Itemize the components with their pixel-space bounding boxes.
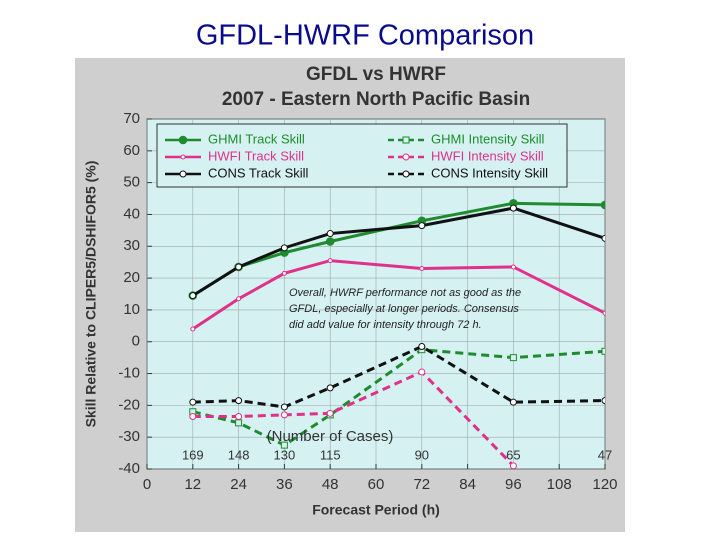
- y-tick-label: -10: [118, 365, 140, 382]
- marker: [189, 413, 197, 420]
- legend-label: GHMI Intensity Skill: [431, 131, 545, 146]
- marker: [510, 264, 516, 270]
- overlay: GHMI Track Skill HWFI Track Skill CONS Tra…: [156, 123, 612, 462]
- marker: [601, 347, 605, 355]
- slide-title: GFDL-HWRF Comparison: [196, 20, 534, 52]
- marker: [601, 397, 605, 405]
- y-tick-label: 70: [123, 110, 140, 127]
- marker: [189, 292, 197, 300]
- case-count: 65: [506, 447, 520, 462]
- case-count: 115: [320, 447, 341, 462]
- marker: [326, 384, 334, 392]
- marker: [190, 326, 196, 332]
- x-tick-label: 72: [413, 476, 430, 493]
- marker: [418, 343, 426, 350]
- marker: [236, 296, 242, 302]
- marker: [600, 200, 605, 210]
- y-tick-label: 20: [123, 269, 140, 286]
- legend-box: [156, 123, 568, 188]
- case-count: 148: [228, 447, 250, 462]
- case-count: 90: [415, 447, 429, 462]
- legend-label: CONS Track Skill: [208, 165, 309, 180]
- x-tick-label: 84: [459, 476, 476, 493]
- x-tick-label: 96: [505, 476, 522, 493]
- y-tick-label: -40: [118, 460, 140, 477]
- marker: [509, 354, 517, 362]
- marker: [180, 154, 186, 160]
- marker: [509, 462, 517, 469]
- marker: [280, 244, 288, 252]
- y-tick-label: 50: [123, 174, 140, 191]
- marker: [509, 204, 517, 212]
- legend-label: GHMI Track Skill: [208, 131, 305, 146]
- marker: [280, 441, 288, 449]
- x-tick-label: 24: [230, 476, 247, 493]
- marker: [418, 222, 426, 230]
- marker: [602, 310, 605, 316]
- annotation: GFDL, especially at longer periods. Cons…: [289, 303, 519, 315]
- x-tick-label: 48: [322, 476, 339, 493]
- legend-label: HWFI Track Skill: [208, 148, 304, 163]
- marker: [326, 230, 334, 238]
- x-tick-label: 120: [592, 476, 617, 493]
- marker: [325, 237, 335, 246]
- marker: [235, 419, 243, 427]
- marker: [235, 397, 243, 405]
- marker: [327, 258, 333, 264]
- marker: [402, 136, 410, 144]
- marker: [179, 170, 187, 178]
- legend-label: CONS Intensity Skill: [431, 165, 548, 180]
- y-tick-label: -20: [118, 396, 140, 413]
- marker: [326, 409, 334, 417]
- y-tick-label: 0: [132, 333, 140, 350]
- marker: [280, 403, 288, 411]
- x-tick-label: 108: [547, 476, 572, 493]
- y-tick-label: 60: [123, 142, 140, 159]
- x-tick-label: 12: [184, 476, 201, 493]
- marker: [509, 398, 517, 406]
- y-tick-label: -30: [118, 428, 140, 445]
- x-axis-label: Forecast Period (h): [312, 502, 440, 518]
- case-count: 47: [598, 447, 612, 462]
- lines: [188, 199, 605, 469]
- x-tick-label: 36: [276, 476, 293, 493]
- y-tick-label: 10: [123, 301, 140, 318]
- marker: [601, 234, 605, 242]
- marker: [280, 411, 288, 419]
- y-tick-label: 30: [123, 237, 140, 254]
- x-tick-label: 60: [368, 476, 385, 493]
- marker: [402, 170, 410, 178]
- marker: [235, 263, 243, 271]
- marker: [419, 266, 425, 272]
- chart-subtitle: 2007 - Eastern North Pacific Basin: [222, 89, 530, 110]
- marker: [178, 135, 188, 145]
- x-tick-label: 0: [143, 476, 151, 493]
- y-axis-label: Skill Relative to CLIPER5/DSHIFOR5 (%): [83, 161, 99, 428]
- marker: [235, 413, 243, 420]
- cases-label: (Number of Cases): [267, 428, 394, 445]
- annotation: Overall, HWRF performance not as good as…: [289, 287, 521, 299]
- chart-title: GFDL vs HWRF: [306, 64, 446, 85]
- marker: [189, 398, 197, 406]
- case-count: 169: [182, 447, 204, 462]
- marker: [402, 153, 410, 161]
- legend-label: HWFI Intensity Skill: [431, 148, 544, 163]
- case-count: 130: [274, 447, 296, 462]
- marker: [418, 368, 426, 376]
- y-tick-label: 40: [123, 205, 140, 222]
- annotation: did add value for intensity through 72 h…: [289, 319, 482, 331]
- marker: [281, 270, 287, 276]
